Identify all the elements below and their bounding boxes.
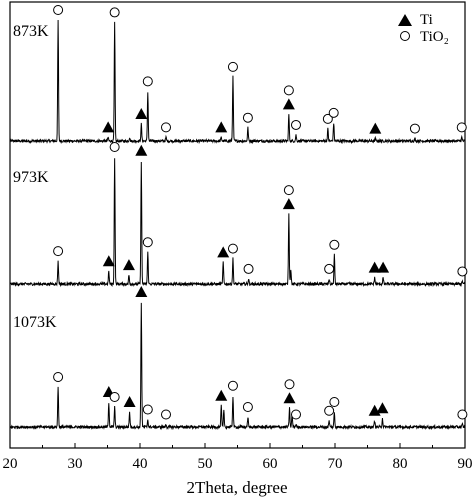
x-tick-label-20: 20 — [3, 456, 18, 472]
legend-tio2-circle-icon — [400, 31, 410, 41]
marker-1073k-tio2-circle-69-9 — [329, 397, 340, 407]
marker-973k-tio2-circle-41-2 — [142, 237, 153, 248]
legend: Ti TiO₂ — [398, 12, 449, 45]
marker-873k-ti-triangle-76-2 — [369, 122, 382, 134]
x-tick-label-30: 30 — [68, 456, 83, 472]
series-label-1073k: 1073K — [13, 314, 57, 331]
marker-1073k-tio2-circle-56-6 — [242, 402, 253, 412]
marker-973k-tio2-circle-27-4 — [53, 246, 64, 257]
x-tick-label-80: 80 — [393, 456, 408, 472]
x-tick-label-40: 40 — [133, 456, 148, 472]
marker-1073k-tio2-circle-89-6 — [457, 409, 468, 420]
legend-ti-triangle-icon — [398, 14, 412, 26]
marker-1073k-tio2-circle-36-1 — [109, 392, 120, 402]
marker-973k-tio2-circle-56-7 — [243, 263, 254, 274]
marker-973k-ti-triangle-77-4 — [377, 261, 390, 273]
marker-1073k-ti-triangle-52-5 — [215, 389, 228, 401]
marker-973k-tio2-circle-62-9 — [283, 185, 294, 196]
marker-873k-ti-triangle-62-9 — [282, 98, 295, 110]
marker-973k-ti-triangle-38-3 — [122, 259, 135, 271]
x-axis-title: 2Theta, degree — [187, 478, 288, 497]
marker-1073k-ti-triangle-63-0 — [283, 392, 296, 404]
marker-973k-tio2-circle-36-1 — [109, 142, 120, 152]
marker-873k-tio2-circle-69-8 — [328, 107, 339, 118]
marker-973k-ti-triangle-35-2 — [102, 255, 115, 267]
x-tick-label-50: 50 — [198, 456, 213, 472]
marker-1073k-tio2-circle-27-4 — [53, 372, 64, 382]
marker-1073k-tio2-circle-64-0 — [291, 409, 301, 420]
marker-973k-tio2-circle-54-3 — [227, 243, 238, 254]
marker-973k-ti-triangle-52-8 — [217, 246, 230, 258]
marker-873k-ti-triangle-35-1 — [102, 121, 115, 133]
series-label-973k: 973K — [13, 169, 49, 186]
marker-1073k-tio2-circle-69-1 — [324, 405, 335, 416]
phase-markers-group — [53, 5, 468, 420]
x-axis: 20 30 40 50 60 70 80 90 — [3, 443, 473, 472]
marker-973k-ti-triangle-62-9 — [282, 198, 295, 210]
marker-873k-tio2-circle-44-0 — [161, 122, 171, 133]
trace-873k — [9, 19, 466, 145]
trace-1073k — [9, 302, 466, 431]
marker-873k-tio2-circle-36-1 — [109, 7, 120, 18]
legend-tio2-label: TiO₂ — [420, 29, 449, 45]
marker-1073k-tio2-circle-41-2 — [142, 404, 153, 415]
traces-group — [9, 19, 466, 431]
trace-973k — [9, 158, 466, 288]
marker-1073k-tio2-circle-44-0 — [161, 409, 171, 420]
marker-873k-tio2-circle-54-3 — [227, 61, 238, 72]
legend-entry-ti: Ti — [398, 12, 433, 28]
x-tick-label-90: 90 — [458, 456, 473, 472]
marker-1073k-tio2-circle-54-3 — [227, 380, 238, 391]
marker-873k-tio2-circle-27-4 — [53, 5, 64, 15]
marker-873k-tio2-circle-82-3 — [409, 123, 420, 134]
x-tick-label-70: 70 — [328, 456, 343, 472]
marker-873k-ti-triangle-40-2 — [135, 108, 148, 120]
marker-873k-tio2-circle-68-9 — [322, 113, 333, 124]
marker-1073k-ti-triangle-38-4 — [123, 396, 136, 407]
marker-1073k-tio2-circle-63-0 — [284, 379, 295, 390]
marker-1073k-ti-triangle-77-3 — [376, 402, 389, 414]
series-label-873k: 873K — [13, 23, 49, 40]
marker-873k-tio2-circle-62-9 — [283, 85, 294, 96]
marker-973k-ti-triangle-40-2 — [135, 144, 148, 156]
legend-entry-tio2: TiO₂ — [400, 29, 449, 45]
marker-973k-tio2-circle-69-9 — [329, 239, 340, 250]
marker-873k-tio2-circle-64-0 — [291, 119, 301, 130]
marker-873k-tio2-circle-41-2 — [142, 76, 153, 87]
marker-973k-tio2-circle-69-1 — [324, 263, 335, 274]
legend-ti-label: Ti — [420, 12, 433, 28]
marker-973k-tio2-circle-89-6 — [457, 266, 468, 277]
marker-973k-ti-triangle-76-1 — [368, 261, 381, 273]
marker-1073k-ti-triangle-40-2 — [135, 286, 148, 297]
marker-873k-ti-triangle-52-5 — [215, 121, 228, 133]
x-tick-label-60: 60 — [263, 456, 278, 472]
marker-873k-tio2-circle-89-5 — [456, 122, 467, 133]
marker-873k-tio2-circle-56-6 — [242, 112, 253, 123]
